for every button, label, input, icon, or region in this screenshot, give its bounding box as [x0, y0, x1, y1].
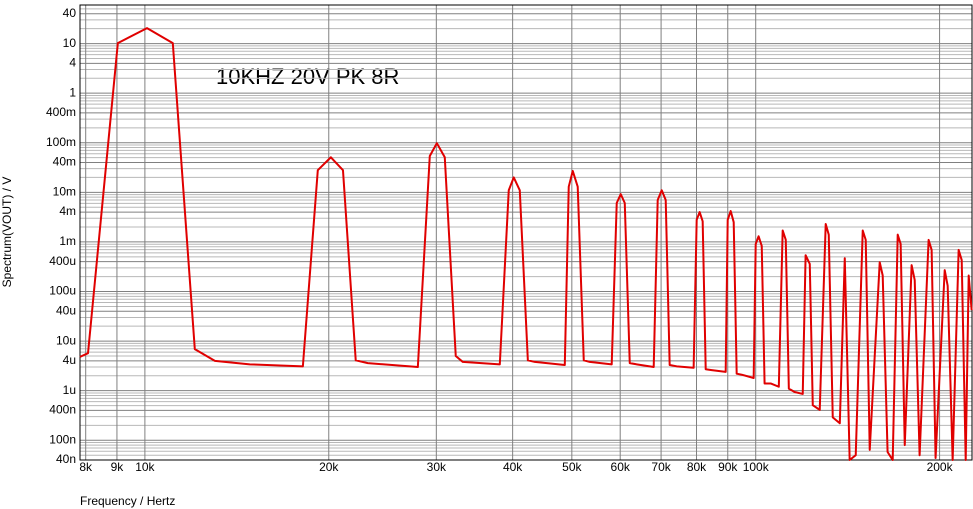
- y-tick-label: 100n: [49, 432, 76, 446]
- annotation: 10KHZ 20V PK 8R: [216, 64, 399, 89]
- x-tick-label: 200k: [927, 460, 954, 474]
- y-tick-label: 4u: [63, 353, 76, 367]
- x-tick-label: 50k: [562, 460, 582, 474]
- y-tick-label: 400n: [49, 403, 76, 417]
- y-tick-label: 4m: [59, 204, 76, 218]
- y-tick-label: 100u: [49, 284, 76, 298]
- x-tick-label: 10k: [135, 460, 155, 474]
- y-tick-label: 4: [69, 55, 76, 69]
- x-tick-label: 20k: [319, 460, 339, 474]
- x-tick-label: 70k: [651, 460, 671, 474]
- y-tick-label: 1: [69, 85, 76, 99]
- spectrum-line: [79, 27, 973, 461]
- x-tick-label: 8k: [79, 460, 93, 474]
- y-tick-label: 40n: [56, 452, 76, 466]
- x-tick-label: 30k: [427, 460, 447, 474]
- y-tick-label: 10m: [53, 185, 76, 199]
- y-tick-label: 1u: [63, 383, 76, 397]
- x-tick-label: 100k: [743, 460, 770, 474]
- y-tick-label: 40m: [53, 155, 76, 169]
- y-tick-label: 1m: [59, 234, 76, 248]
- x-tick-label: 9k: [111, 460, 125, 474]
- y-tick-label: 40: [63, 6, 77, 20]
- y-tick-label: 40u: [56, 303, 76, 317]
- grid: [80, 4, 972, 461]
- x-axis-title: Frequency / Hertz: [80, 494, 175, 508]
- y-tick-label: 400m: [46, 105, 76, 119]
- y-tick-label: 10: [63, 36, 77, 50]
- y-tick-label: 100m: [46, 135, 76, 149]
- y-axis-title: Spectrum(VOUT) / V: [0, 177, 14, 288]
- x-tick-label: 90k: [718, 460, 738, 474]
- y-tick-label: 400u: [49, 254, 76, 268]
- y-tick-label: 10u: [56, 333, 76, 347]
- x-tick-label: 60k: [611, 460, 631, 474]
- plot-frame: [79, 4, 973, 461]
- x-tick-label: 40k: [503, 460, 523, 474]
- x-tick-label: 80k: [687, 460, 707, 474]
